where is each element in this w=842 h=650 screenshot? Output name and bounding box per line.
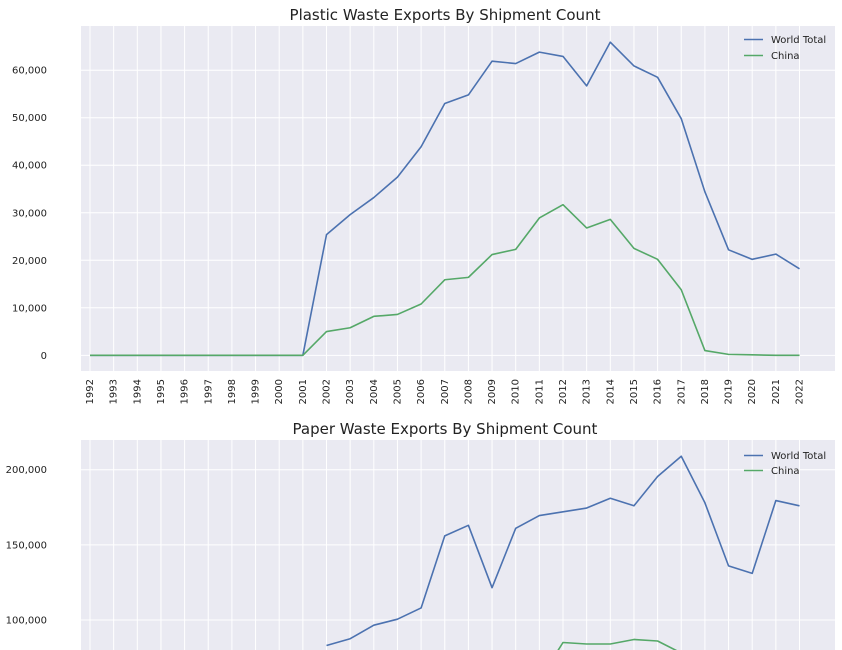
x-tick-label: 1992 <box>85 379 96 404</box>
x-tick-label: 1998 <box>227 379 238 404</box>
x-tick-label: 1995 <box>156 379 167 404</box>
legend: World Total China <box>744 451 826 477</box>
y-tick-label: 20,000 <box>12 256 47 267</box>
y-axis-ticks: 100,000 150,000 200,000 <box>6 465 47 626</box>
y-tick-label: 60,000 <box>12 66 47 77</box>
legend-label-world-total: World Total <box>771 35 826 46</box>
paper-exports-chart: Paper Waste Exports By Shipment Count 10… <box>6 420 835 650</box>
chart-title: Paper Waste Exports By Shipment Count <box>293 420 598 438</box>
x-tick-label: 2002 <box>322 379 333 404</box>
x-tick-label: 2016 <box>653 379 664 404</box>
y-tick-label: 100,000 <box>6 615 47 626</box>
x-tick-label: 2009 <box>487 379 498 404</box>
x-tick-label: 2020 <box>747 379 758 404</box>
legend-label-world-total: World Total <box>771 451 826 462</box>
y-tick-label: 50,000 <box>12 113 47 124</box>
x-tick-label: 2018 <box>700 379 711 404</box>
series-line-world-total <box>326 455 800 647</box>
y-tick-label: 10,000 <box>12 303 47 314</box>
legend-label-china: China <box>771 466 800 477</box>
x-tick-label: 2019 <box>724 379 735 404</box>
x-tick-label: 2013 <box>582 379 593 404</box>
series-line-china <box>90 203 800 357</box>
x-tick-label: 2001 <box>298 379 309 404</box>
y-tick-label: 40,000 <box>12 161 47 172</box>
plastic-exports-chart: Plastic Waste Exports By Shipment Count … <box>12 6 835 404</box>
x-tick-label: 2008 <box>463 379 474 404</box>
x-tick-label: 1996 <box>180 379 191 404</box>
x-tick-label: 1994 <box>132 379 143 404</box>
y-tick-label: 200,000 <box>6 465 47 476</box>
series-lines <box>326 455 800 650</box>
x-tick-label: 2022 <box>795 379 806 404</box>
legend: World Total China <box>744 35 826 62</box>
plot-area <box>81 26 835 371</box>
series-line-china <box>557 638 678 650</box>
x-tick-label: 2003 <box>345 379 356 404</box>
y-axis-ticks: 0 10,000 20,000 30,000 40,000 50,000 60,000 <box>12 66 47 362</box>
x-tick-label: 2006 <box>416 379 427 404</box>
legend-label-china: China <box>771 51 800 62</box>
x-tick-label: 1997 <box>203 379 214 404</box>
x-tick-label: 1999 <box>251 379 262 404</box>
x-tick-label: 2014 <box>605 379 616 404</box>
series-lines <box>90 41 800 357</box>
x-tick-label: 2005 <box>392 379 403 404</box>
y-tick-label: 30,000 <box>12 208 47 219</box>
x-tick-label: 1993 <box>109 379 120 404</box>
x-tick-label: 2010 <box>511 379 522 404</box>
x-tick-label: 2015 <box>629 379 640 404</box>
x-axis-ticks: 1992 1993 1994 1995 1996 1997 1998 1999 2000 2001… <box>85 379 806 404</box>
x-tick-label: 2011 <box>534 379 545 404</box>
x-tick-label: 2021 <box>771 379 782 404</box>
y-tick-label: 150,000 <box>6 540 47 551</box>
y-tick-label: 0 <box>41 351 47 362</box>
x-tick-label: 2007 <box>440 379 451 404</box>
x-tick-label: 2000 <box>274 379 285 404</box>
x-tick-label: 2017 <box>676 379 687 404</box>
gridlines <box>81 440 835 650</box>
x-tick-label: 2004 <box>369 379 380 404</box>
chart-title: Plastic Waste Exports By Shipment Count <box>290 6 601 24</box>
x-tick-label: 2012 <box>558 379 569 404</box>
